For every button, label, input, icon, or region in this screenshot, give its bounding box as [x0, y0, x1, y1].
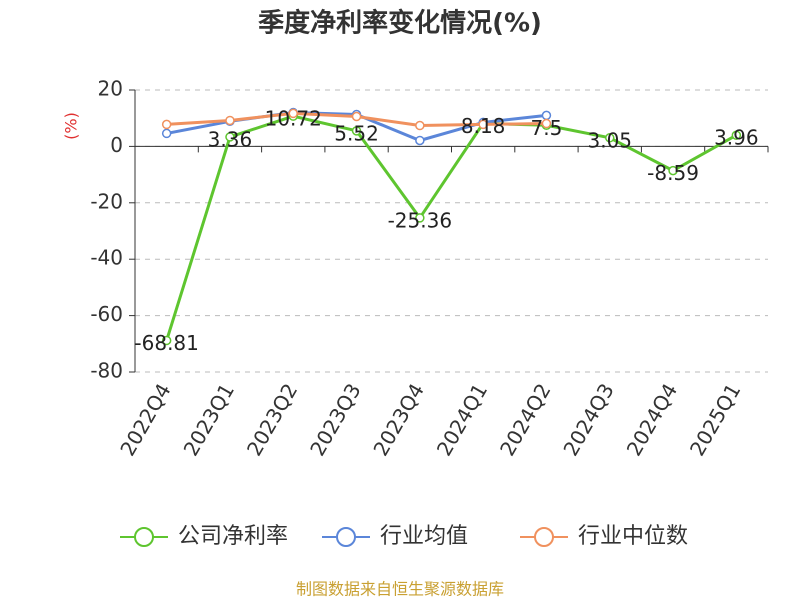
x-tick-label: 2024Q1	[432, 379, 492, 460]
data-label: 8.18	[461, 114, 506, 138]
legend-marker	[534, 527, 554, 547]
y-tick-label: -80	[90, 359, 123, 383]
series-line	[165, 114, 738, 341]
point	[605, 133, 615, 143]
y-tick-label: -40	[90, 246, 123, 270]
x-tick-label: 2022Q4	[115, 379, 175, 460]
data-label: 3.36	[208, 127, 253, 151]
x-tick-label: 2024Q3	[558, 379, 618, 460]
legend-label: 公司净利率	[178, 524, 288, 549]
legend-marker	[134, 527, 154, 547]
point	[541, 118, 552, 129]
point	[288, 108, 298, 119]
point	[225, 132, 235, 142]
y-tick-label: -20	[90, 189, 123, 213]
point	[351, 111, 362, 122]
x-tick-label: 2025Q1	[685, 379, 745, 460]
point	[161, 119, 172, 130]
chart-title: 季度净利率变化情况(%)	[258, 8, 542, 39]
y-tick-label: -60	[90, 302, 123, 326]
x-tick-label: 2024Q4	[622, 379, 682, 460]
data-label: 3.96	[714, 126, 759, 150]
y-axis-label: (%)	[62, 112, 81, 140]
data-label: -8.59	[647, 161, 699, 185]
data-label: -25.36	[388, 208, 452, 232]
source-note: 制图数据来自恒生聚源数据库	[296, 580, 504, 599]
y-tick-label: 20	[98, 77, 123, 101]
data-label: 5.52	[334, 121, 379, 145]
x-tick-label: 2024Q2	[495, 379, 555, 460]
x-tick-label: 2023Q2	[242, 379, 302, 460]
data-label: 10.72	[265, 107, 322, 131]
data-label: -68.81	[134, 331, 198, 355]
data-label: 3.05	[587, 128, 632, 152]
point	[415, 135, 425, 146]
point	[225, 115, 235, 126]
point	[161, 128, 172, 139]
point	[731, 130, 742, 140]
point	[415, 213, 425, 223]
x-tick-label: 2023Q4	[368, 379, 428, 460]
x-tick-label: 2023Q3	[305, 379, 365, 460]
point	[668, 165, 678, 176]
point	[161, 335, 172, 346]
legend-marker	[336, 527, 356, 547]
x-tick-label: 2023Q1	[179, 379, 239, 460]
legend-label: 行业均值	[380, 524, 468, 549]
point	[415, 120, 425, 131]
data-label: 7.5	[531, 116, 563, 140]
legend-label: 行业中位数	[578, 524, 688, 549]
point	[478, 119, 488, 130]
y-tick-label: 0	[110, 133, 123, 157]
point	[351, 126, 362, 136]
